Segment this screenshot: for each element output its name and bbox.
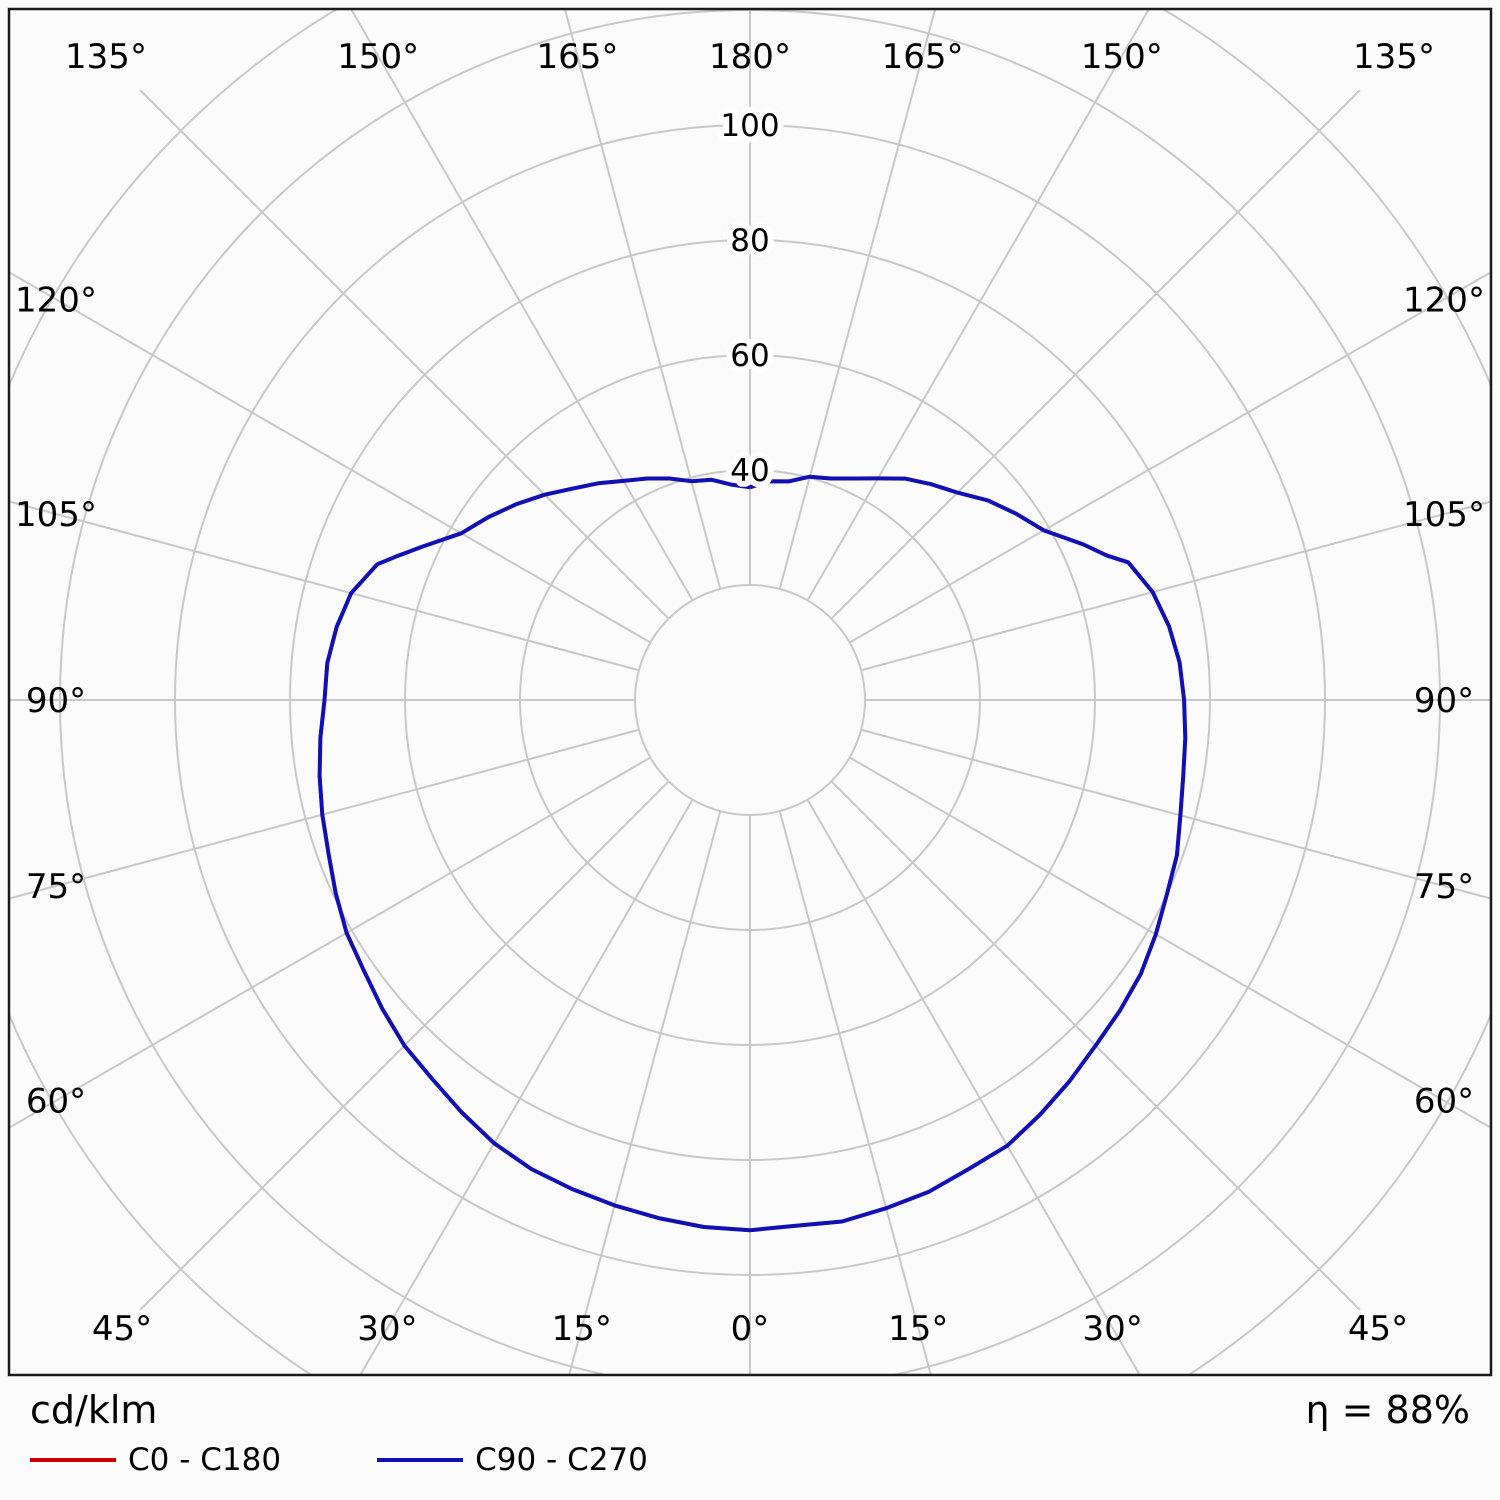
radial-tick-label: 40: [730, 453, 769, 489]
angle-labels: 165° 150° 135° 120° 105° 90° 75° 60° 45° 30° 15° 0°…: [15, 37, 1485, 1349]
curve-c90-c270: [317, 474, 1188, 1233]
legend-label-c90-c270: C90 - C270: [475, 1441, 648, 1478]
angle-label: 150°: [337, 37, 419, 77]
legend-item-c0-c180: C0 - C180: [30, 1442, 281, 1478]
angle-label: 150°: [1081, 37, 1163, 77]
polar-curves: [317, 474, 1188, 1233]
efficiency-label: η = 88%: [1305, 1388, 1470, 1432]
angle-label: 60°: [1414, 1082, 1474, 1122]
angle-label: 120°: [1403, 280, 1485, 320]
angle-label: 105°: [1403, 495, 1485, 535]
angle-label: 30°: [357, 1309, 417, 1349]
angle-label: 0°: [731, 1309, 770, 1349]
curve-c0-c180: [317, 474, 1188, 1232]
angle-label: 120°: [15, 280, 97, 320]
angle-label: 105°: [15, 495, 97, 535]
radial-tick-label: 60: [730, 338, 769, 374]
legend-line-c90-c270-icon: [377, 1457, 464, 1462]
legend-item-c90-c270: C90 - C270: [377, 1442, 648, 1478]
angle-label: 75°: [1414, 867, 1474, 907]
angle-label: 15°: [888, 1309, 948, 1349]
legend-line-c0-c180-icon: [30, 1457, 116, 1462]
angle-label: 90°: [26, 681, 86, 721]
angle-label: 135°: [65, 37, 147, 77]
angle-label: 45°: [92, 1309, 152, 1349]
plot-frame: [7, 7, 1493, 1377]
angle-label: 180°: [709, 37, 791, 77]
angle-label: 45°: [1348, 1309, 1408, 1349]
legend-label-c0-c180: C0 - C180: [128, 1441, 282, 1478]
radial-tick-labels: 40 60 80 100: [714, 102, 785, 495]
polar-chart: 40 60 80 100 165° 150° 135° 120° 105° 90° 75° 60° 45…: [7, 7, 1493, 1377]
angle-label: 75°: [26, 867, 86, 907]
unit-label: cd/klm: [30, 1388, 158, 1432]
angle-label: 165°: [882, 37, 964, 77]
polar-grid: [10, 10, 1490, 1374]
angle-label: 60°: [26, 1082, 86, 1122]
footer-row: cd/klm η = 88%: [0, 1384, 1500, 1432]
chart-footer: cd/klm η = 88% C0 - C180 C90 - C270: [0, 1384, 1500, 1500]
angle-label: 165°: [536, 37, 618, 77]
legend: C0 - C180 C90 - C270: [0, 1432, 1500, 1478]
angle-label: 135°: [1353, 37, 1435, 77]
angle-label: 90°: [1414, 681, 1474, 721]
angle-label: 30°: [1082, 1309, 1142, 1349]
radial-tick-label: 80: [730, 223, 769, 259]
radial-tick-label: 100: [720, 108, 779, 144]
angle-label: 15°: [552, 1309, 612, 1349]
